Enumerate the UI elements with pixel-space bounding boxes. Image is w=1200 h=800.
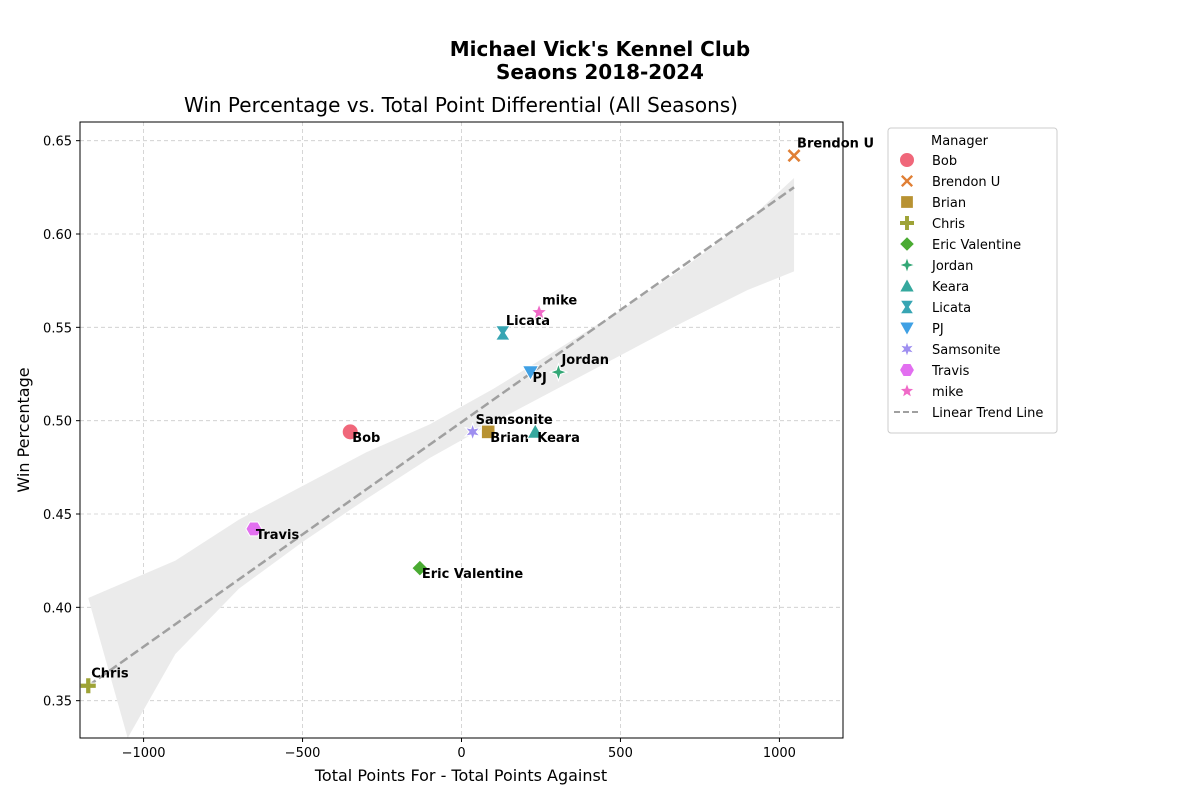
legend-label-samsonite: Samsonite xyxy=(932,343,1001,358)
data-point-pj xyxy=(521,365,540,382)
point-label-mike: mike xyxy=(542,293,577,308)
y-tick-label: 0.35 xyxy=(43,695,72,710)
legend-label-keara: Keara xyxy=(932,280,969,295)
data-point-licata xyxy=(494,325,511,341)
x-tick-label: 500 xyxy=(608,746,633,761)
data-points: Bob Brendon U Brian Chris Eric Valentine Jord… xyxy=(79,137,874,695)
legend-box xyxy=(887,127,1058,434)
confidence-band xyxy=(88,178,795,738)
point-label-licata: Licata xyxy=(506,314,550,329)
data-point-samsonite xyxy=(464,421,482,442)
legend-label-trend-line: Linear Trend Line xyxy=(932,406,1043,421)
point-label-eric-valentine: Eric Valentine xyxy=(422,567,524,582)
legend-marker-samsonite xyxy=(898,339,916,359)
plot-area: Bob Brendon U Brian Chris Eric Valentine Jord… xyxy=(43,121,874,761)
data-point-eric-valentine xyxy=(411,559,429,577)
x-tick-label: 1000 xyxy=(763,746,796,761)
data-point-bob xyxy=(341,423,359,441)
x-tick-label: −1000 xyxy=(122,746,166,761)
point-label-samsonite: Samsonite xyxy=(476,413,553,428)
legend-label-eric-valentine: Eric Valentine xyxy=(932,238,1021,253)
legend-label-travis: Travis xyxy=(931,364,970,379)
y-axis-label: Win Percentage xyxy=(14,367,33,492)
legend-marker-brian xyxy=(900,195,914,209)
y-tick-label: 0.50 xyxy=(43,415,72,430)
legend: Manager Bob Brendon U Brian Chris Eric Valent… xyxy=(887,127,1058,434)
chart-suptitle-line1: Michael Vick's Kennel Club xyxy=(450,37,751,61)
legend-label-licata: Licata xyxy=(932,301,971,316)
data-point-keara xyxy=(526,422,545,439)
data-point-mike xyxy=(529,302,549,321)
legend-label-bob: Bob xyxy=(932,154,957,169)
legend-marker-bob xyxy=(899,152,915,168)
data-point-travis xyxy=(245,521,263,537)
y-tick-label: 0.55 xyxy=(43,321,72,336)
x-tick-label: −500 xyxy=(285,746,321,761)
legend-marker-pj xyxy=(898,321,916,337)
point-label-keara: Keara xyxy=(537,431,580,446)
clipped-layer xyxy=(87,178,795,738)
y-tick-label: 0.40 xyxy=(43,601,72,616)
legend-marker-travis xyxy=(898,363,916,377)
legend-label-mike: mike xyxy=(932,385,963,400)
legend-marker-eric-valentine xyxy=(898,235,916,253)
legend-marker-keara xyxy=(898,277,916,293)
trend-line xyxy=(87,186,795,687)
data-point-jordan xyxy=(548,362,569,383)
data-point-brendon-u xyxy=(786,147,802,164)
chart-suptitle-line2: Seaons 2018-2024 xyxy=(496,60,704,84)
chart-title: Win Percentage vs. Total Point Different… xyxy=(184,93,738,117)
legend-label-brendon-u: Brendon U xyxy=(932,175,1000,190)
legend-label-jordan: Jordan xyxy=(931,259,973,274)
legend-marker-brendon-u xyxy=(899,173,915,189)
legend-marker-chris xyxy=(899,215,915,231)
y-tick-label: 0.60 xyxy=(43,228,72,243)
ticks: −1000 −500 0 500 1000 0.35 0.40 0.45 0.50 0.55 0.6… xyxy=(43,135,796,761)
point-label-travis: Travis xyxy=(256,528,300,543)
x-axis-label: Total Points For - Total Points Against xyxy=(314,766,607,785)
y-tick-label: 0.65 xyxy=(43,135,72,150)
legend-marker-licata xyxy=(899,299,915,315)
data-point-brian xyxy=(480,424,496,440)
legend-marker-jordan xyxy=(897,255,917,275)
point-label-jordan: Jordan xyxy=(560,353,609,368)
point-label-brendon-u: Brendon U xyxy=(797,137,874,152)
legend-label-pj: PJ xyxy=(932,322,944,337)
legend-marker-mike xyxy=(898,381,916,399)
x-tick-label: 0 xyxy=(457,746,465,761)
legend-label-brian: Brian xyxy=(932,196,966,211)
legend-title: Manager xyxy=(931,134,989,149)
y-tick-label: 0.45 xyxy=(43,508,72,523)
point-label-pj: PJ xyxy=(532,371,546,386)
legend-label-chris: Chris xyxy=(932,217,965,232)
point-label-chris: Chris xyxy=(91,667,129,682)
point-label-brian: Brian xyxy=(490,431,529,446)
point-label-bob: Bob xyxy=(352,431,380,446)
